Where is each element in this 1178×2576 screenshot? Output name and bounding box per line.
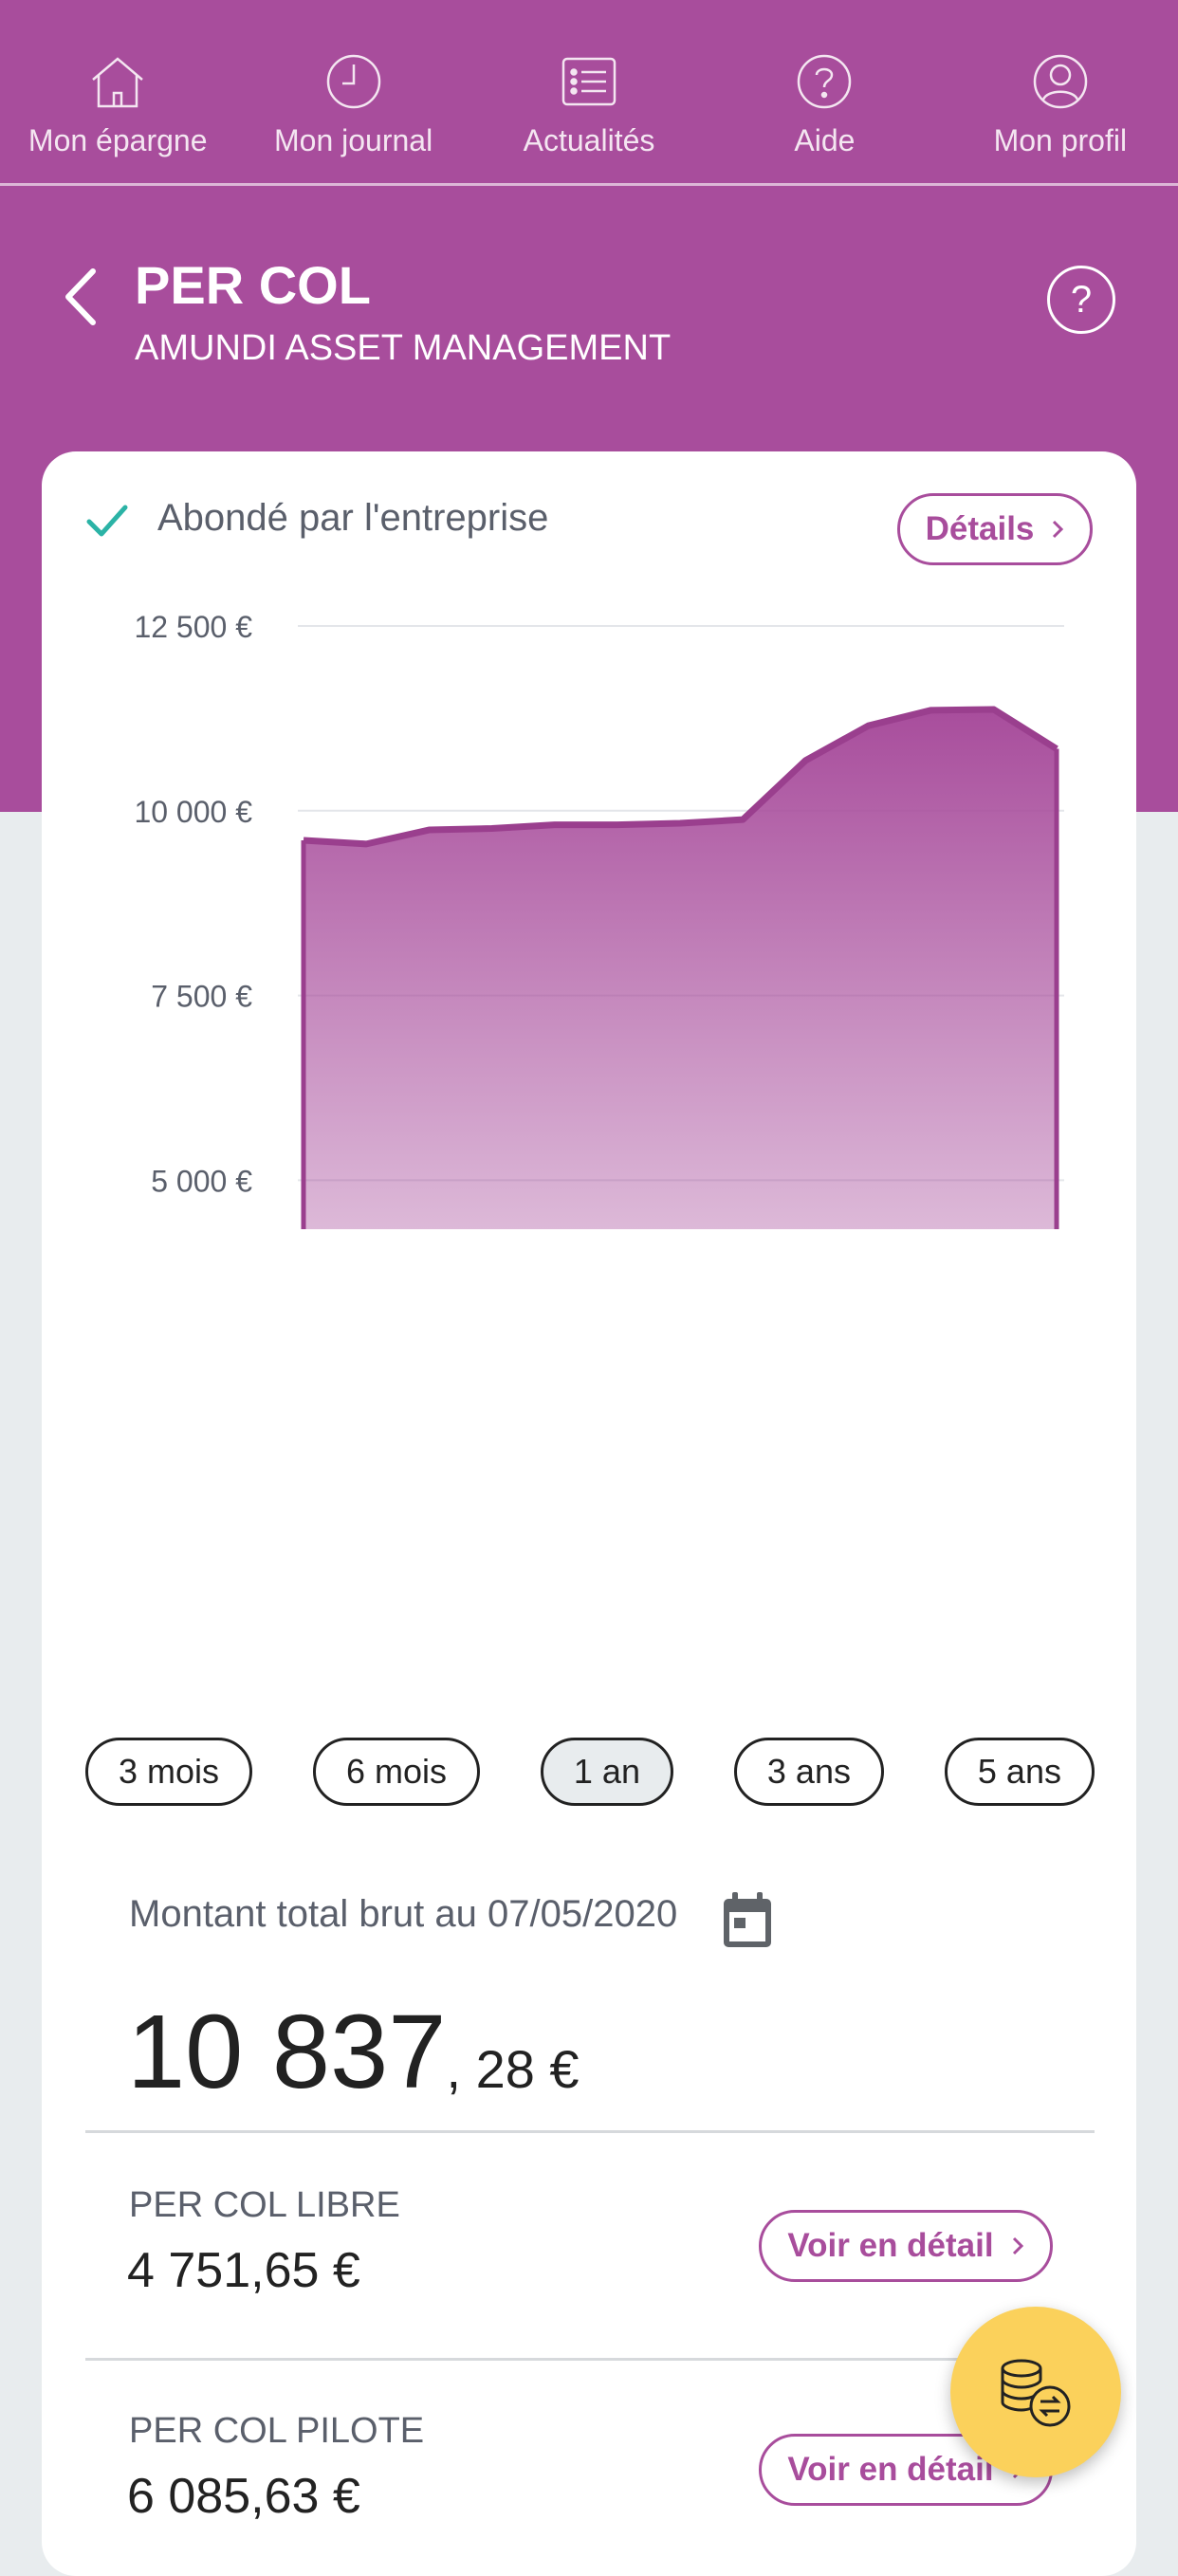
help-button[interactable]: ? [1047,266,1115,334]
nav-label: Aide [794,123,856,157]
row-label: PER COL PILOTE [129,2411,425,2451]
back-chevron-icon[interactable] [55,264,108,330]
check-icon [86,505,128,537]
details-button[interactable]: Détails [897,493,1093,565]
total-label: Montant total brut au 07/05/2020 [129,1893,678,1935]
period-3-mois[interactable]: 3 mois [85,1738,253,1806]
period-1-an[interactable]: 1 an [540,1738,673,1806]
abonde-label: Abondé par l'entreprise [157,497,549,539]
period-6-mois[interactable]: 6 mois [312,1738,480,1806]
row-value: 6 085,63 € [127,2469,360,2524]
period-5-ans[interactable]: 5 ans [944,1738,1095,1806]
page-title: PER COL [135,255,371,315]
chevron-right-icon [1012,2236,1023,2255]
news-list-icon [561,57,617,106]
clock-icon [326,54,380,109]
y-tick-label: 12 500 € [134,610,252,644]
savings-card: Abondé par l'entreprise Détails 12 500 €… [42,451,1136,2576]
nav-mon-profil[interactable]: Mon profil [943,0,1178,183]
coins-exchange-icon [1001,2359,1071,2427]
nav-mon-epargne[interactable]: Mon épargne [0,0,235,183]
nav-label: Mon profil [993,123,1128,157]
nav-label: Mon épargne [28,123,208,157]
row-value: 4 751,65 € [127,2243,360,2298]
y-tick-label: 7 500 € [151,980,252,1014]
nav-aide[interactable]: Aide [707,0,942,183]
details-label: Détails [925,510,1035,547]
row-label: PER COL LIBRE [129,2185,400,2225]
period-selector: 3 mois 6 mois 1 an 3 ans 5 ans [85,1738,1095,1810]
page-subtitle: AMUNDI ASSET MANAGEMENT [135,328,672,368]
nav-label: Actualités [523,123,655,157]
nav-actualites[interactable]: Actualités [471,0,707,183]
transfer-fab[interactable] [950,2307,1121,2477]
divider [85,2130,1095,2133]
help-circle-icon [798,54,852,109]
area-fill [304,709,1057,1229]
voir-detail-label: Voir en détail [787,2227,994,2264]
y-tick-label: 10 000 € [134,795,252,829]
total-integer: 10 837 [127,1994,447,2110]
voir-detail-label: Voir en détail [787,2451,994,2488]
nav-mon-journal[interactable]: Mon journal [235,0,470,183]
chevron-right-icon [1053,520,1064,539]
total-decimal: , 28 € [446,2039,580,2099]
balance-chart: 12 500 €10 000 €7 500 €5 000 €2 500 €0 €… [134,610,1064,1229]
period-3-ans[interactable]: 3 ans [733,1738,884,1806]
top-nav: Mon épargne Mon journal Actualités Aide … [0,0,1178,186]
nav-label: Mon journal [274,123,433,157]
user-circle-icon [1033,54,1088,109]
voir-detail-button[interactable]: Voir en détail [759,2210,1053,2282]
home-icon [92,57,144,108]
divider [85,2358,1095,2361]
series-line [303,706,1058,848]
total-amount: 10 837, 28 € [127,1992,580,2112]
y-tick-label: 5 000 € [151,1164,252,1198]
calendar-icon[interactable] [721,1891,774,1950]
